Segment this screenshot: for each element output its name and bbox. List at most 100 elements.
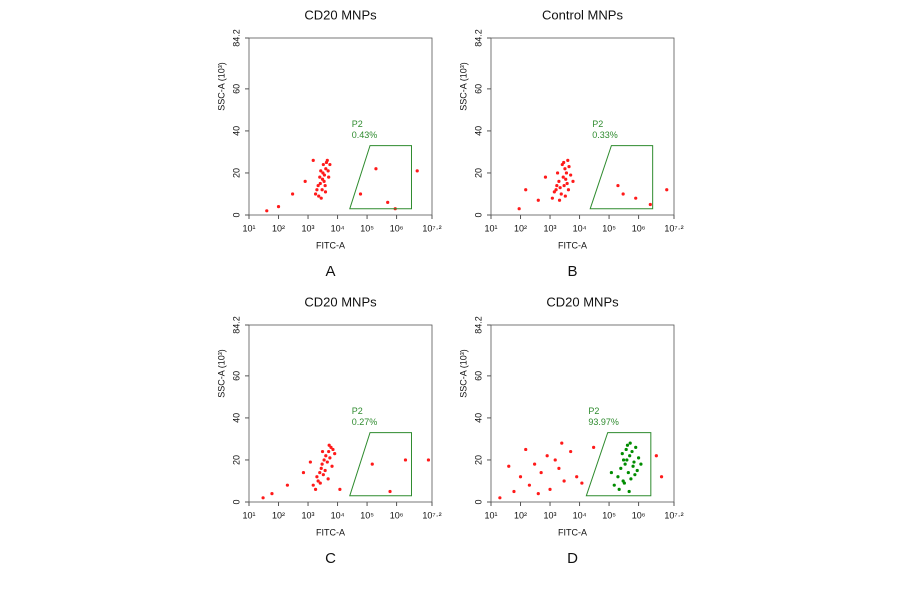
- panel-label: B: [567, 263, 577, 280]
- gate-percent: 93.97%: [588, 417, 619, 427]
- event-dot: [624, 447, 628, 452]
- y-tick-label: 0: [473, 212, 483, 217]
- gate-percent: 0.33%: [592, 130, 618, 140]
- x-tick-label: 10⁵: [602, 223, 616, 233]
- event-dot: [631, 464, 635, 468]
- x-axis-label: FITC-A: [558, 240, 587, 250]
- event-dot: [648, 202, 652, 207]
- event-dot: [323, 190, 328, 194]
- event-dot: [622, 481, 626, 485]
- event-dot: [557, 179, 561, 183]
- x-tick-label: 10⁷·²: [664, 223, 683, 233]
- y-tick-label: 84.2: [473, 29, 483, 47]
- x-tick-label: 10⁶: [632, 510, 646, 520]
- event-dot: [374, 167, 378, 171]
- event-dot: [319, 196, 323, 200]
- event-dot: [569, 449, 573, 454]
- event-dot: [561, 175, 565, 179]
- event-dot: [261, 496, 265, 500]
- event-dot: [403, 458, 408, 462]
- y-tick-label: 20: [473, 168, 483, 178]
- event-dot: [320, 177, 325, 181]
- gate-label: P2: [588, 406, 599, 416]
- event-dot: [527, 483, 532, 487]
- y-tick-label: 84.2: [473, 316, 483, 334]
- y-tick-label: 0: [231, 499, 241, 504]
- x-tick-label: 10²: [272, 223, 285, 233]
- event-dot: [524, 447, 528, 452]
- event-dot: [327, 443, 331, 447]
- plot-frame: [490, 37, 675, 216]
- event-dot: [517, 207, 521, 211]
- event-dot: [388, 489, 392, 494]
- y-axis-label: SSC-A (10³): [458, 62, 468, 111]
- x-tick-label: 10⁴: [331, 223, 345, 233]
- x-tick-label: 10⁶: [390, 223, 404, 233]
- panel-label: C: [325, 550, 336, 567]
- event-dot: [328, 456, 332, 460]
- event-dot: [626, 470, 630, 475]
- event-dot: [308, 460, 312, 464]
- event-dot: [316, 183, 320, 188]
- x-tick-label: 10²: [514, 510, 527, 520]
- x-tick-label: 10²: [272, 510, 285, 520]
- y-tick-label: 40: [473, 413, 483, 423]
- y-tick-label: 84.2: [231, 29, 241, 47]
- event-dot: [316, 479, 320, 483]
- event-dot: [566, 158, 570, 162]
- event-dot: [311, 158, 315, 162]
- event-dot: [563, 167, 567, 171]
- gate: [585, 432, 652, 497]
- event-dot: [609, 470, 614, 475]
- plot-frame: [248, 37, 433, 216]
- x-tick-label: 10⁴: [573, 510, 587, 520]
- x-tick-label: 10⁷·²: [422, 223, 441, 233]
- event-dot: [564, 177, 568, 181]
- event-dot: [625, 458, 629, 462]
- y-tick-label: 60: [231, 371, 241, 381]
- event-dot: [571, 179, 575, 183]
- event-dot: [323, 183, 327, 188]
- event-dot: [318, 175, 322, 179]
- event-dot: [634, 196, 638, 200]
- event-dot: [654, 454, 658, 458]
- event-dot: [265, 209, 269, 213]
- event-dot: [539, 470, 543, 475]
- plot-frame: [248, 324, 433, 503]
- y-tick-label: 60: [473, 84, 483, 94]
- event-dot: [619, 466, 623, 470]
- event-dot: [329, 445, 333, 449]
- gate: [349, 145, 412, 210]
- event-dot: [617, 487, 621, 491]
- event-dot: [325, 460, 329, 464]
- y-tick-label: 0: [231, 212, 241, 217]
- x-tick-label: 10⁶: [632, 223, 646, 233]
- event-dot: [327, 175, 331, 179]
- event-dot: [559, 192, 563, 196]
- event-dot: [318, 181, 322, 186]
- event-dot: [627, 489, 631, 494]
- event-dot: [326, 477, 330, 481]
- event-dot: [612, 483, 616, 487]
- event-dot: [313, 192, 318, 196]
- event-dot: [320, 462, 324, 466]
- event-dot: [313, 487, 318, 491]
- event-dot: [320, 188, 324, 192]
- event-dot: [532, 462, 537, 466]
- event-dot: [426, 458, 431, 462]
- event-dot: [536, 491, 540, 496]
- event-dot: [550, 196, 554, 200]
- event-dot: [625, 443, 630, 447]
- x-tick-label: 10⁶: [390, 510, 404, 520]
- x-tick-label: 10⁷·²: [664, 510, 683, 520]
- event-dot: [635, 468, 639, 473]
- event-dot: [498, 496, 502, 500]
- x-tick-label: 10³: [302, 510, 315, 520]
- event-dot: [575, 475, 579, 479]
- gate-label: P2: [592, 119, 603, 129]
- event-dot: [536, 198, 540, 202]
- y-axis-label: SSC-A (10³): [458, 349, 468, 398]
- gate-percent: 0.27%: [352, 417, 378, 427]
- event-dot: [320, 449, 325, 454]
